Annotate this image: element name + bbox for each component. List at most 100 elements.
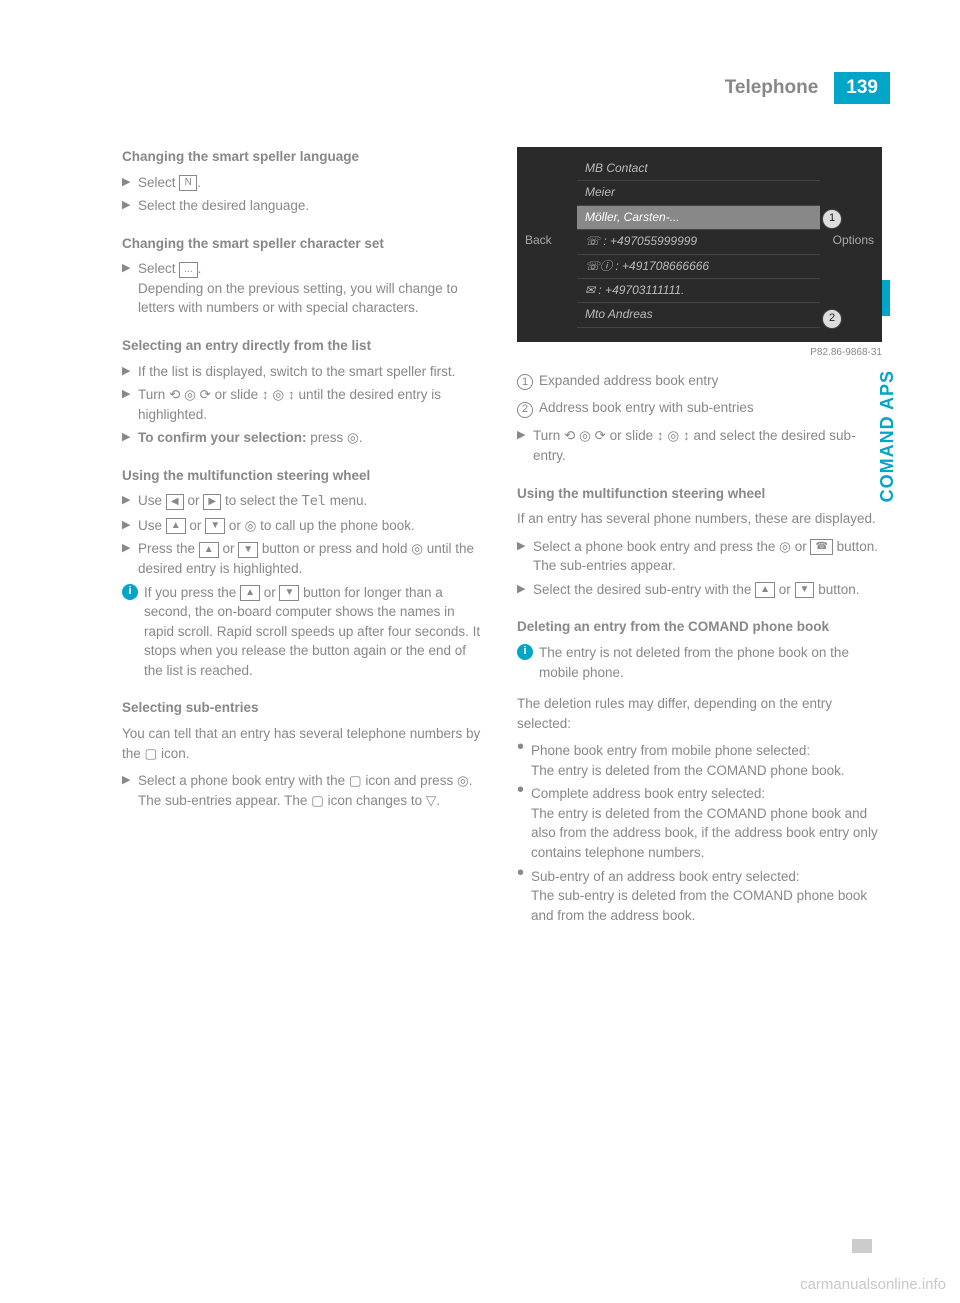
- triangle-icon: ▶: [122, 387, 138, 424]
- step-text: Select the desired language.: [138, 196, 487, 216]
- down-arrow-icon: ▼: [205, 518, 225, 534]
- right-arrow-icon: ▶: [203, 494, 221, 510]
- header-title: Telephone: [725, 77, 819, 99]
- left-arrow-icon: ◀: [166, 494, 184, 510]
- triangle-icon: ▶: [122, 541, 138, 578]
- bullet-item: • Complete address book entry selected:T…: [517, 784, 882, 862]
- left-column: Changing the smart speller language ▶ Se…: [122, 147, 487, 929]
- paragraph: The deletion rules may differ, depending…: [517, 694, 882, 733]
- step: ▶ Select N.: [122, 173, 487, 193]
- options-label: Options: [833, 232, 874, 249]
- phone-icon: ☎: [810, 539, 832, 555]
- step: ▶ To confirm your selection: press ◎.: [122, 428, 487, 448]
- legend-text: Address book entry with sub-entries: [539, 400, 754, 415]
- step-text: Turn ⟲ ◎ ⟳ or slide ↕ ◎ ↕ and select the…: [533, 426, 882, 465]
- step: ▶ Press the ▲ or ▼ button or press and h…: [122, 539, 487, 578]
- down-arrow-icon: ▼: [238, 542, 258, 558]
- triangle-icon: ▶: [122, 773, 138, 810]
- section-title: Deleting an entry from the COMAND phone …: [517, 617, 882, 637]
- info-note: i If you press the ▲ or ▼ button for lon…: [122, 583, 487, 681]
- step-text: Press the ▲ or ▼ button or press and hol…: [138, 539, 487, 578]
- triangle-icon: ▶: [517, 582, 533, 600]
- bullet-icon: •: [517, 784, 531, 862]
- step: ▶ Select the desired language.: [122, 196, 487, 216]
- step-text: If the list is displayed, switch to the …: [138, 362, 487, 382]
- screenshot-caption: P82.86-9868-31: [517, 346, 882, 361]
- step: ▶ Turn ⟲ ◎ ⟳ or slide ↕ ◎ ↕ until the de…: [122, 385, 487, 424]
- legend-row: 1 Expanded address book entry: [517, 371, 882, 391]
- bullet-item: • Phone book entry from mobile phone sel…: [517, 741, 882, 780]
- section-title: Using the multifunction steering wheel: [122, 466, 487, 486]
- bullet-text: Complete address book entry selected:The…: [531, 784, 882, 862]
- bullet-icon: •: [517, 741, 531, 780]
- step: ▶ Select a phone book entry with the ▢ i…: [122, 771, 487, 810]
- step-text: To confirm your selection: press ◎.: [138, 428, 487, 448]
- step-text: Select ....Depending on the previous set…: [138, 259, 487, 318]
- key-icon: ...: [179, 262, 197, 278]
- comand-screenshot: MB Contact Meier Möller, Carsten-... ☏ :…: [517, 147, 882, 342]
- legend-row: 2 Address book entry with sub-entries: [517, 398, 882, 418]
- step-text: Select N.: [138, 173, 487, 193]
- list-item: ✉ : +49703111111.: [577, 279, 820, 303]
- triangle-icon: ▶: [122, 493, 138, 512]
- info-icon: i: [517, 644, 533, 660]
- up-arrow-icon: ▲: [755, 582, 775, 598]
- content-area: Changing the smart speller language ▶ Se…: [122, 147, 882, 929]
- info-text: The entry is not deleted from the phone …: [539, 643, 882, 682]
- step-text: Use ▲ or ▼ or ◎ to call up the phone boo…: [138, 516, 487, 536]
- callout-number-icon: 1: [517, 374, 533, 390]
- section-title: Selecting sub-entries: [122, 698, 487, 718]
- screenshot-list: MB Contact Meier Möller, Carsten-... ☏ :…: [577, 157, 820, 328]
- triangle-icon: ▶: [122, 364, 138, 382]
- up-arrow-icon: ▲: [240, 585, 260, 601]
- triangle-icon: ▶: [122, 198, 138, 216]
- triangle-icon: ▶: [122, 175, 138, 193]
- list-item: MB Contact: [577, 157, 820, 181]
- callout-1-icon: 1: [822, 209, 842, 229]
- up-arrow-icon: ▲: [199, 542, 219, 558]
- step-text: Select a phone book entry with the ▢ ico…: [138, 771, 487, 810]
- bullet-text: Sub-entry of an address book entry selec…: [531, 867, 882, 926]
- bullet-item: • Sub-entry of an address book entry sel…: [517, 867, 882, 926]
- watermark: carmanualsonline.info: [800, 1276, 946, 1293]
- step: ▶ Use ▲ or ▼ or ◎ to call up the phone b…: [122, 516, 487, 536]
- callout-number-icon: 2: [517, 402, 533, 418]
- down-arrow-icon: ▼: [795, 582, 815, 598]
- step-text: Use ◀ or ▶ to select the Tel menu.: [138, 491, 487, 512]
- back-label: Back: [525, 232, 552, 249]
- triangle-icon: ▶: [122, 261, 138, 318]
- list-item: Meier: [577, 181, 820, 205]
- step-text: Select a phone book entry and press the …: [533, 537, 882, 576]
- paragraph: You can tell that an entry has several t…: [122, 724, 487, 763]
- list-item: Möller, Carsten-...: [577, 206, 820, 230]
- triangle-icon: ▶: [517, 428, 533, 465]
- right-column: MB Contact Meier Möller, Carsten-... ☏ :…: [517, 147, 882, 929]
- paragraph: If an entry has several phone numbers, t…: [517, 509, 882, 529]
- section-title: Selecting an entry directly from the lis…: [122, 336, 487, 356]
- step: ▶ Select the desired sub-entry with the …: [517, 580, 882, 600]
- list-item: Mto Andreas: [577, 303, 820, 327]
- info-note: i The entry is not deleted from the phon…: [517, 643, 882, 682]
- page-header: Telephone 139: [725, 72, 890, 104]
- triangle-icon: ▶: [122, 430, 138, 448]
- down-arrow-icon: ▼: [279, 585, 299, 601]
- info-icon: i: [122, 584, 138, 600]
- legend-text: Expanded address book entry: [539, 373, 718, 388]
- list-item: ☏ⓘ : +491708666666: [577, 255, 820, 279]
- section-title: Changing the smart speller language: [122, 147, 487, 167]
- section-title: Changing the smart speller character set: [122, 234, 487, 254]
- step: ▶ Turn ⟲ ◎ ⟳ or slide ↕ ◎ ↕ and select t…: [517, 426, 882, 465]
- key-icon: N: [179, 175, 197, 191]
- step-text: Select the desired sub-entry with the ▲ …: [533, 580, 882, 600]
- triangle-icon: ▶: [517, 539, 533, 576]
- step-text: Turn ⟲ ◎ ⟳ or slide ↕ ◎ ↕ until the desi…: [138, 385, 487, 424]
- step: ▶ If the list is displayed, switch to th…: [122, 362, 487, 382]
- step: ▶ Use ◀ or ▶ to select the Tel menu.: [122, 491, 487, 512]
- callout-2-icon: 2: [822, 309, 842, 329]
- step: ▶ Select ....Depending on the previous s…: [122, 259, 487, 318]
- triangle-icon: ▶: [122, 518, 138, 536]
- bullet-icon: •: [517, 867, 531, 926]
- up-arrow-icon: ▲: [166, 518, 186, 534]
- step: ▶ Select a phone book entry and press th…: [517, 537, 882, 576]
- list-item: ☏ : +497055999999: [577, 230, 820, 254]
